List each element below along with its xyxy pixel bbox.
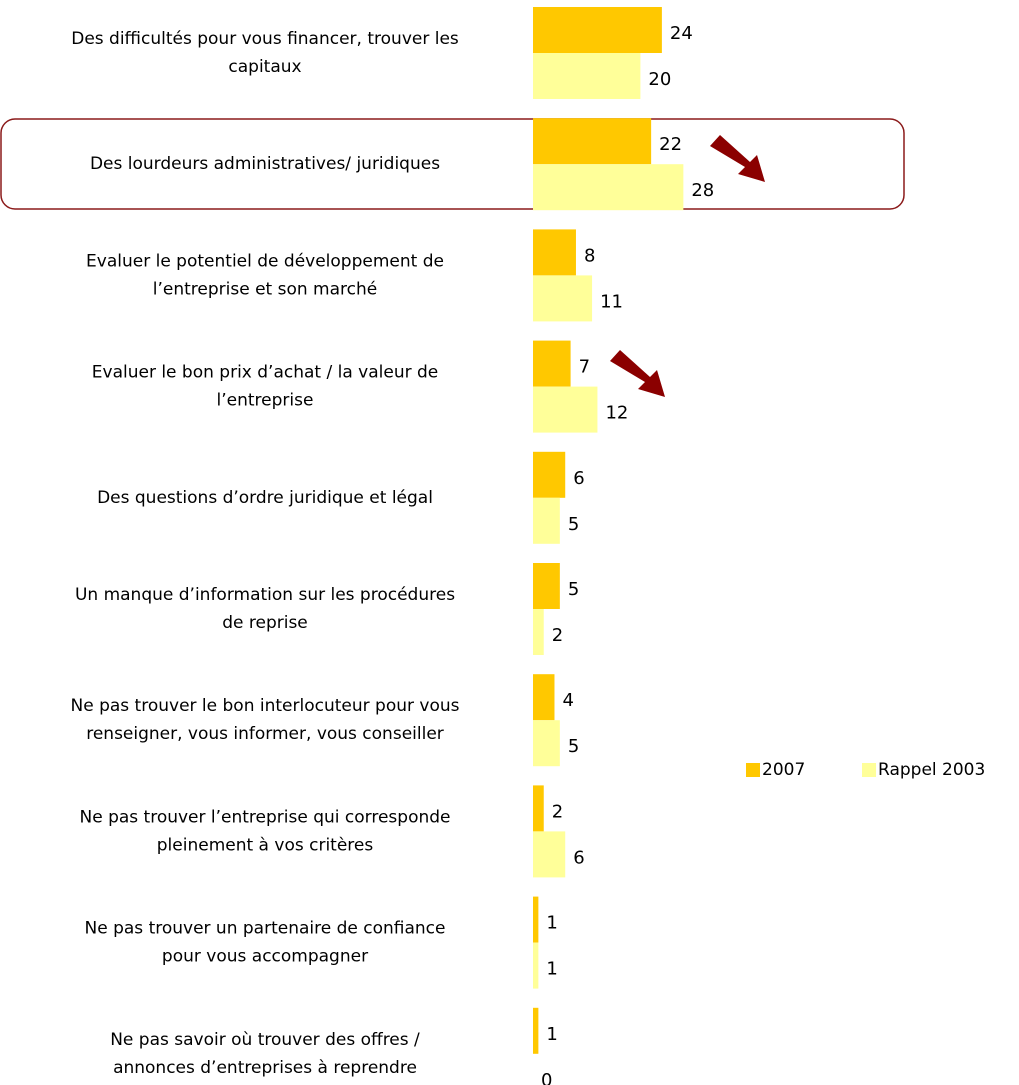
category-label: Des difficultés pour vous financer, trou…: [71, 29, 459, 77]
bar: [533, 275, 593, 322]
legend-label: 2007: [762, 760, 805, 780]
value-label: 2: [552, 801, 563, 822]
bar: [533, 831, 566, 878]
bar: [533, 118, 652, 165]
category-label: Des lourdeurs administratives/ juridique…: [90, 154, 440, 174]
value-label: 5: [568, 514, 579, 535]
value-label: 20: [648, 69, 671, 90]
category-label: Evaluer le bon prix d’achat / la valeur …: [92, 363, 438, 411]
bar: [533, 340, 571, 387]
value-label: 11: [600, 291, 623, 312]
value-label: 1: [546, 913, 557, 934]
bar: [533, 942, 539, 989]
value-label: 5: [568, 579, 579, 600]
bar: [533, 1007, 539, 1054]
bar: [533, 563, 560, 609]
value-label: 8: [584, 245, 595, 266]
value-label: 1: [546, 1024, 557, 1045]
bar: [533, 451, 566, 498]
value-label: 22: [659, 134, 682, 155]
legend-swatch: [862, 763, 876, 777]
value-label: 4: [562, 690, 573, 711]
bar: [533, 386, 598, 433]
legend-swatch: [746, 763, 760, 777]
value-label: 6: [573, 468, 584, 489]
bars: [533, 7, 684, 1054]
value-label: 12: [605, 403, 628, 424]
bar: [533, 674, 555, 721]
highlight-box: [0, 118, 905, 210]
category-label: Ne pas trouver l’entreprise qui correspo…: [79, 807, 450, 855]
category-label: Ne pas trouver un partenaire de confianc…: [85, 919, 446, 967]
bar: [533, 53, 641, 99]
bar: [533, 164, 684, 211]
value-label: 6: [573, 847, 584, 868]
bar: [533, 7, 662, 53]
value-label: 2: [552, 625, 563, 646]
category-label: Un manque d’information sur les procédur…: [75, 585, 455, 633]
bar: [533, 896, 539, 943]
category-label: Evaluer le potentiel de développement de…: [86, 251, 444, 299]
bar: [533, 497, 560, 544]
legend-label: Rappel 2003: [878, 760, 985, 780]
value-label: 0: [541, 1070, 552, 1085]
value-label: 5: [568, 736, 579, 757]
value-label: 28: [691, 180, 714, 201]
arrow: [710, 135, 765, 182]
value-label: 7: [579, 357, 590, 378]
bar: [533, 785, 544, 832]
category-label: Ne pas savoir où trouver des offres / ann…: [110, 1030, 420, 1078]
value-label: 24: [670, 23, 693, 44]
value-label: 1: [546, 959, 557, 980]
bar: [533, 229, 576, 276]
category-label: Ne pas trouver le bon interlocuteur pour…: [71, 696, 460, 744]
bar: [533, 609, 544, 655]
arrow: [610, 350, 665, 397]
category-label: Des questions d’ordre juridique et légal: [97, 488, 433, 508]
bar: [533, 720, 560, 767]
